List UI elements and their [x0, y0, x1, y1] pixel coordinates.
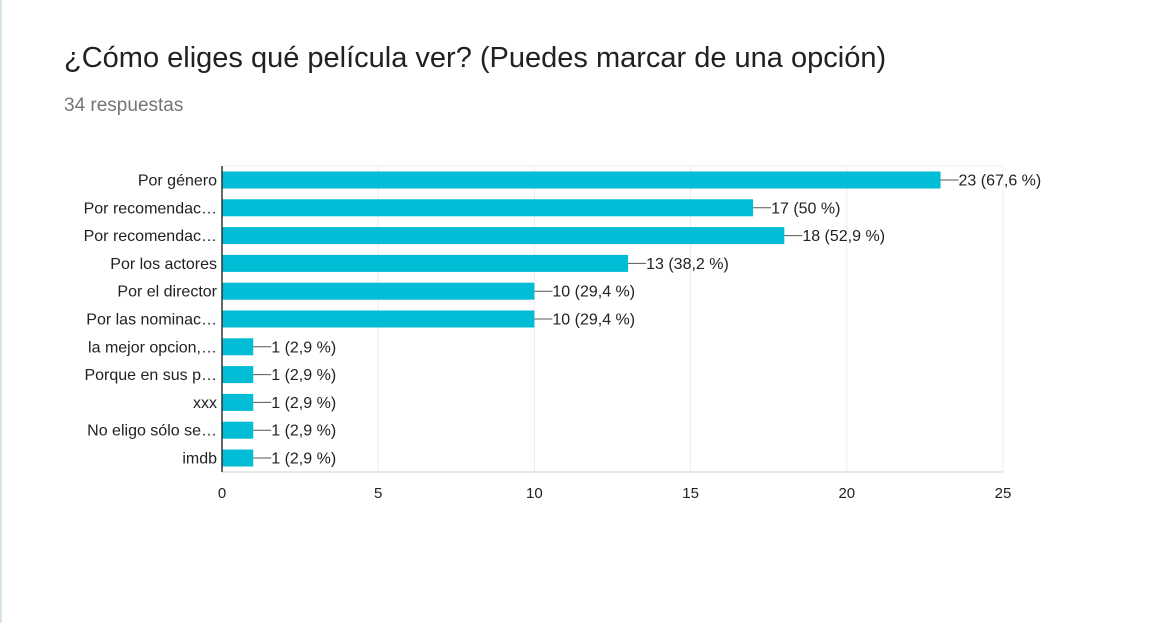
bar — [222, 254, 629, 272]
bar — [222, 171, 941, 189]
response-count: 34 respuestas — [64, 95, 184, 116]
x-tick-label: 0 — [218, 485, 226, 502]
bar — [222, 366, 254, 384]
left-border — [0, 0, 2, 623]
bar — [222, 282, 535, 300]
data-label: 1 (2,9 %) — [271, 367, 336, 384]
category-label: Por los actores — [110, 256, 217, 273]
category-label: imdb — [182, 451, 217, 468]
data-label: 23 (67,6 %) — [959, 173, 1042, 190]
category-label: Por recomendac… — [84, 200, 217, 217]
category-label: No eligo sólo se… — [87, 423, 217, 440]
bar — [222, 449, 254, 467]
bar — [222, 393, 254, 411]
category-label: Por las nominac… — [86, 312, 217, 329]
category-label: Por género — [138, 173, 217, 190]
data-label: 13 (38,2 %) — [646, 256, 729, 273]
bar — [222, 421, 254, 439]
bar — [222, 310, 535, 328]
category-label: Por recomendac… — [84, 228, 217, 245]
data-label: 1 (2,9 %) — [271, 339, 336, 356]
bar — [222, 227, 785, 245]
x-tick-label: 10 — [526, 485, 543, 502]
category-label: Por el director — [117, 284, 217, 301]
data-label: 1 (2,9 %) — [271, 423, 336, 440]
data-label: 1 (2,9 %) — [271, 395, 336, 412]
x-tick-label: 5 — [374, 485, 382, 502]
category-label: xxx — [193, 395, 217, 412]
bar — [222, 338, 254, 356]
category-label: Porque en sus p… — [84, 367, 217, 384]
chart-title: ¿Cómo eliges qué película ver? (Puedes m… — [64, 42, 887, 74]
data-label: 17 (50 %) — [771, 200, 840, 217]
data-label: 10 (29,4 %) — [552, 284, 635, 301]
data-label: 18 (52,9 %) — [802, 228, 885, 245]
x-tick-label: 15 — [682, 485, 699, 502]
category-label: la mejor opcion,… — [88, 339, 217, 356]
x-tick-label: 25 — [995, 485, 1012, 502]
bar — [222, 199, 754, 217]
data-label: 10 (29,4 %) — [552, 312, 635, 329]
x-tick-label: 20 — [838, 485, 855, 502]
data-label: 1 (2,9 %) — [271, 451, 336, 468]
